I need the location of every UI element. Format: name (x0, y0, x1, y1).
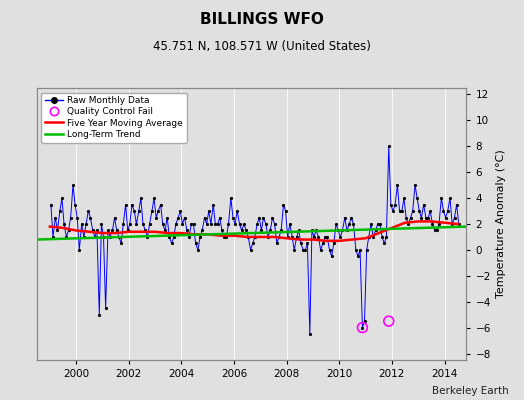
Point (358, 324, 367, 331)
Y-axis label: Temperature Anomaly (°C): Temperature Anomaly (°C) (496, 150, 506, 298)
Text: Berkeley Earth: Berkeley Earth (432, 386, 508, 396)
Point (385, 318, 393, 324)
Legend: Raw Monthly Data, Quality Control Fail, Five Year Moving Average, Long-Term Tren: Raw Monthly Data, Quality Control Fail, … (41, 92, 187, 142)
Text: BILLINGS WFO: BILLINGS WFO (200, 12, 324, 27)
Text: 45.751 N, 108.571 W (United States): 45.751 N, 108.571 W (United States) (153, 40, 371, 53)
